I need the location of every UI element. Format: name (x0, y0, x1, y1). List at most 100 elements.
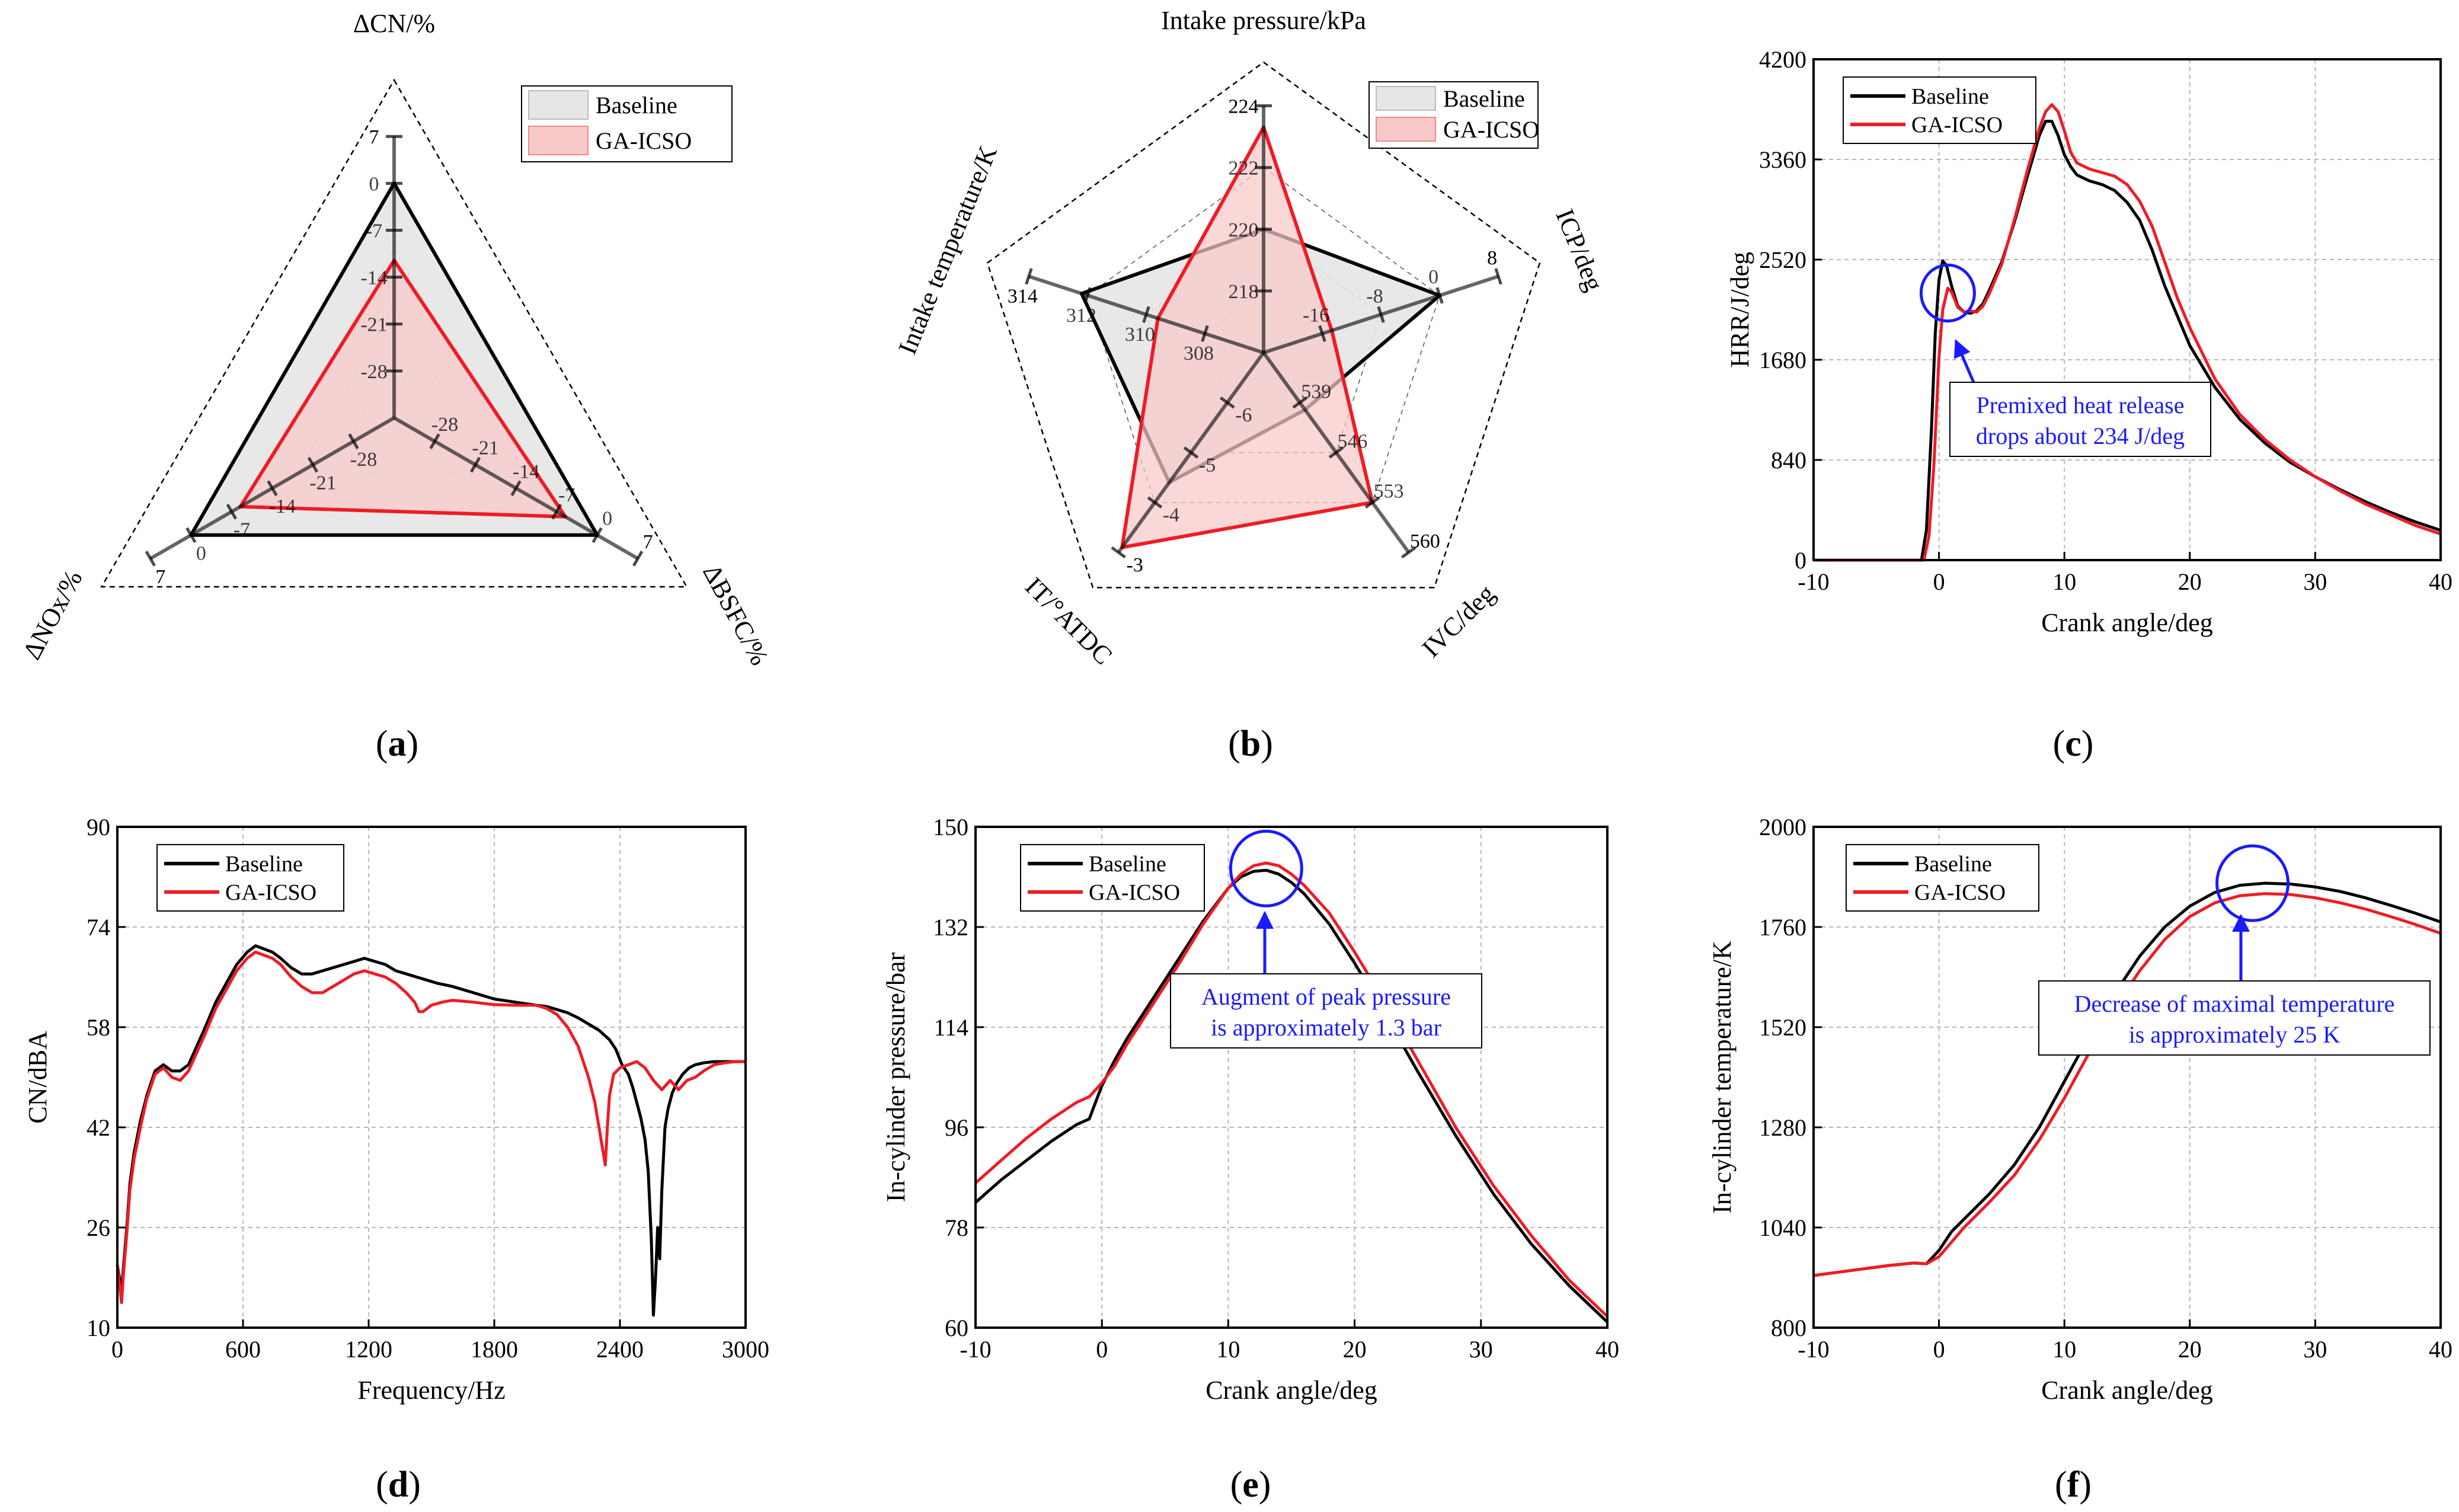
radar-tick-label: -7 (366, 220, 382, 242)
radar-outer-frame (100, 78, 688, 588)
radar-tick-mark (1025, 268, 1033, 285)
legend: Baseline GA-ICSO (1843, 76, 2036, 144)
panel-f-temperature-chart: -10 0 10 20 30 40 800 1040 1280 1520 1760 2000 Crank… (1707, 814, 2452, 1405)
annotation-text: is approximately 25 K (2129, 1021, 2340, 1048)
radar-tick-label: 553 (1374, 481, 1404, 503)
x-tick-label: 10 (2052, 568, 2076, 595)
annotation-text: Decrease of maximal temperature (2074, 990, 2395, 1017)
x-tick-label: 10 (2052, 1336, 2076, 1363)
x-tick-label: -10 (1798, 568, 1829, 595)
series-line-baseline (1813, 881, 2441, 1277)
radar-tick-label: 546 (1337, 430, 1367, 452)
radar-tick-mark (1318, 325, 1326, 342)
radar-tick-mark (1328, 446, 1344, 459)
radar-tick-mark (632, 551, 644, 567)
radar-tick-label: 220 (1229, 219, 1259, 241)
x-tick-label: -10 (960, 1336, 991, 1363)
x-tick-label: 0 (1096, 1336, 1108, 1363)
x-tick-label: 30 (2303, 568, 2327, 595)
y-tick-label: 96 (945, 1114, 968, 1141)
legend-swatch-ga-icso (528, 126, 589, 155)
x-tick-label: 40 (1595, 1336, 1619, 1363)
series-line-baseline (116, 944, 746, 1317)
radar-tick-label: -5 (1199, 454, 1216, 476)
radar-tick-label: -28 (431, 414, 458, 436)
radar-tick-mark (1494, 268, 1502, 285)
radar-axis-title: IT/°ATDC (1019, 572, 1118, 670)
y-tick-label: 78 (945, 1214, 968, 1241)
radar-tick-label: 0 (196, 542, 206, 564)
series-line-ga-icso (116, 950, 746, 1305)
x-tick-label: 30 (2303, 1336, 2327, 1363)
y-tick-label: 3360 (1759, 146, 1806, 173)
radar-tick-mark (469, 456, 481, 473)
series-line-ga-icso (1813, 892, 2441, 1277)
radar-tick-label: -28 (350, 449, 377, 471)
series-line-baseline (1814, 120, 2441, 562)
annotation-box (1170, 973, 1482, 1049)
highlight-circle (1229, 829, 1303, 907)
y-tick-label: 1520 (1759, 1014, 1806, 1041)
radar-tick-label: -14 (360, 267, 387, 289)
radar-tick-mark (1401, 546, 1416, 559)
radar-tick-mark (551, 503, 562, 520)
radar-tick-label: -7 (234, 519, 250, 541)
radar-polygon-ga-icso (1120, 125, 1374, 549)
legend-label: Baseline (1911, 84, 1989, 109)
y-tick-label: 10 (87, 1315, 110, 1341)
x-tick-label: 2400 (596, 1336, 644, 1363)
y-tick-label: 800 (1771, 1315, 1806, 1341)
x-tick-label: 30 (1469, 1336, 1493, 1363)
radar-tick-mark (1364, 496, 1380, 509)
radar-tick-label: -4 (1163, 504, 1179, 526)
plot-frame (974, 826, 1609, 1329)
x-tick-label: 40 (2429, 1336, 2452, 1363)
radar-tick-mark (1435, 287, 1444, 304)
radar-tick-mark (1220, 396, 1235, 409)
panel-label-a: (a) (376, 724, 418, 764)
radar-tick-label: -21 (360, 314, 387, 336)
radar-tick-label: 308 (1184, 343, 1214, 365)
x-tick-label: 0 (111, 1336, 123, 1363)
legend-label: GA-ICSO (596, 127, 692, 154)
annotation-text: Premixed heat release (1977, 392, 2185, 418)
legend-label: Baseline (596, 92, 677, 119)
y-axis-title: In-cylinder pressure/bar (881, 952, 910, 1202)
radar-tick-mark (1147, 496, 1163, 509)
y-tick-label: 90 (87, 814, 110, 840)
legend: Baseline GA-ICSO (156, 844, 344, 912)
legend-box (1846, 844, 2039, 912)
radar-outer-frame (986, 61, 1541, 589)
y-tick-label: 4200 (1759, 46, 1806, 73)
radar-tick-label: -16 (1303, 304, 1329, 326)
radar-tick-mark (1201, 325, 1209, 342)
radar-tick-label: 7 (155, 566, 165, 588)
annotation-text: drops about 234 J/deg (1976, 423, 2185, 449)
legend: Baseline GA-ICSO (1368, 81, 1539, 149)
radar-tick-mark (1183, 446, 1199, 459)
x-tick-label: 40 (2429, 568, 2452, 595)
radar-tick-mark (226, 503, 238, 520)
y-tick-label: 1040 (1759, 1214, 1806, 1241)
x-tick-label: 3000 (722, 1336, 769, 1363)
legend-label: Baseline (1443, 85, 1525, 112)
y-tick-label: 132 (933, 914, 968, 941)
y-tick-label: 1760 (1759, 914, 1806, 941)
y-tick-label: 2520 (1759, 247, 1806, 273)
radar-tick-label: 222 (1229, 158, 1259, 180)
radar-tick-label: 560 (1410, 530, 1440, 552)
radar-axis-title: ΔCN/% (353, 9, 435, 38)
legend-label: Baseline (225, 852, 303, 877)
legend: Baseline GA-ICSO (1846, 844, 2039, 912)
x-tick-label: 10 (1216, 1336, 1240, 1363)
radar-tick-label: 0 (369, 173, 379, 195)
legend-label: GA-ICSO (225, 880, 316, 905)
annotation-text: Augment of peak pressure (1201, 983, 1451, 1010)
radar-axis-title: ΔNOx/% (17, 565, 88, 664)
panel-label-b: (b) (1228, 724, 1273, 764)
radar-tick-label: 7 (643, 531, 653, 553)
panel-label-e: (e) (1230, 1465, 1271, 1505)
radar-tick-label: 218 (1229, 281, 1259, 303)
radar-tick-mark (145, 551, 156, 567)
x-tick-label: -10 (1798, 1336, 1829, 1363)
